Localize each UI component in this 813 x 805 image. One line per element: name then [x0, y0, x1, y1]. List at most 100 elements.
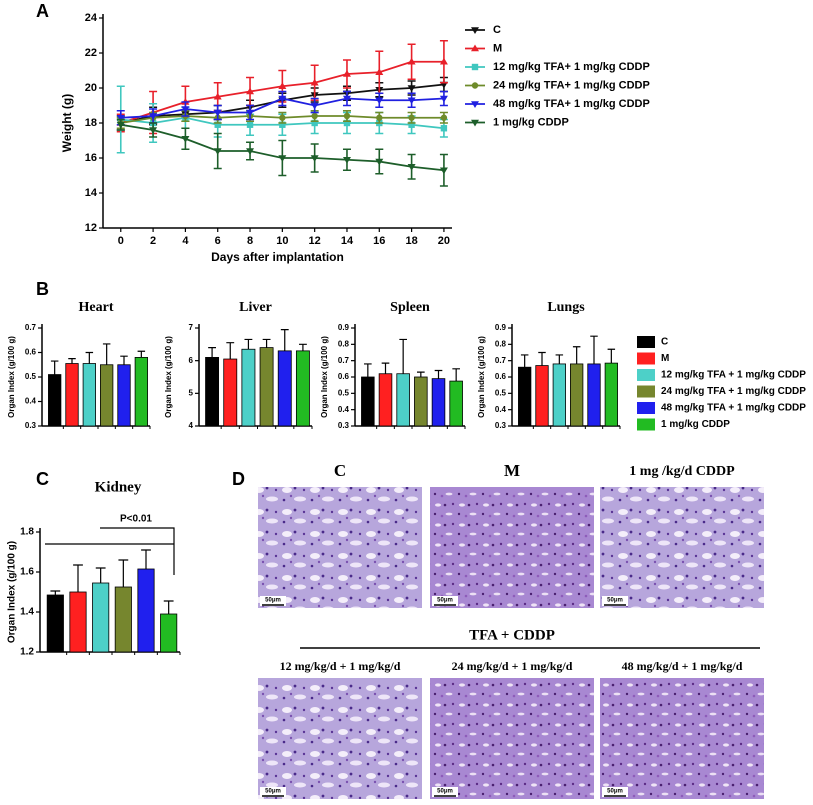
error-bar [141, 549, 151, 569]
marker [214, 121, 221, 128]
marker [407, 57, 416, 65]
image-title: 1 mg /kg/d CDDP [629, 464, 735, 479]
marker [439, 167, 448, 175]
legend-label: M [493, 42, 502, 54]
y-tick-label: 0.3 [25, 421, 37, 430]
error-bar [452, 368, 460, 382]
marker [471, 44, 479, 52]
bar [604, 362, 618, 427]
error-bar [102, 343, 111, 365]
error-bar [262, 338, 271, 348]
marker [310, 102, 319, 110]
legend-label: 1 mg/kg CDDP [661, 419, 730, 430]
error-bar [607, 348, 616, 364]
y-tick-label: 6 [189, 356, 194, 365]
y-axis-title: Organ Index (g/100 g) [320, 336, 329, 418]
error-bar [244, 338, 253, 350]
y-tick-label: 0.8 [338, 339, 350, 348]
histology-image [258, 487, 422, 608]
y-tick-label: 5 [189, 388, 194, 397]
x-tick-label: 14 [341, 235, 354, 247]
y-tick-label: 1.8 [20, 527, 34, 538]
scale-bar-box [260, 787, 286, 797]
marker [440, 125, 448, 132]
legend-label: C [493, 24, 501, 36]
marker [407, 97, 416, 105]
marker [279, 114, 286, 121]
bar [431, 378, 446, 427]
bracket-line [100, 527, 175, 575]
bar [378, 373, 393, 427]
y-tick-label: 1.2 [20, 647, 34, 658]
y-tick-label: 0.3 [338, 421, 350, 430]
x-tick-label: 10 [276, 235, 288, 247]
legend-swatch [637, 336, 655, 348]
marker [343, 119, 351, 127]
error-bar [85, 351, 94, 364]
y-tick-label: 20 [85, 82, 97, 94]
bar [552, 363, 566, 427]
chart-title: Spleen [390, 300, 430, 315]
marker [471, 119, 479, 127]
bar [535, 365, 549, 427]
error-bar [208, 347, 217, 358]
kidney-bracket [45, 527, 175, 575]
bar [137, 568, 155, 653]
bar [46, 594, 64, 653]
marker [213, 148, 222, 155]
bar [134, 356, 148, 427]
scale-label: 50μm [607, 789, 623, 795]
y-tick-label: 0.7 [338, 356, 350, 365]
marker [439, 95, 448, 103]
marker [213, 109, 222, 117]
scale-label: 50μm [437, 598, 453, 604]
marker [376, 114, 383, 121]
histology-image [430, 487, 594, 608]
bar [92, 582, 110, 653]
bar [414, 376, 428, 427]
marker [407, 85, 416, 92]
error-bar [399, 338, 407, 374]
error-bar [538, 351, 546, 366]
marker [440, 114, 448, 121]
error-bar [73, 564, 83, 592]
panel-label: A [36, 1, 49, 21]
marker [116, 114, 125, 122]
legend-label: 48 mg/kg TFA+ 1 mg/kg CDDP [493, 98, 650, 110]
legend-swatch [637, 352, 655, 365]
bar [449, 380, 463, 427]
error-bar [68, 358, 76, 364]
chart-title: Liver [239, 300, 272, 315]
bar [205, 356, 220, 427]
bar [223, 358, 238, 427]
x-tick-label: 20 [438, 235, 450, 247]
bar [82, 363, 96, 427]
marker [311, 119, 318, 127]
legend-label: 1 mg/kg CDDP [493, 116, 569, 128]
legend-swatch [637, 402, 655, 414]
bar [69, 591, 87, 653]
y-axis-title: Organ Index (g/100 g) [164, 336, 173, 418]
marker [342, 70, 351, 77]
bar [570, 363, 584, 427]
histology-image [430, 678, 594, 799]
marker [471, 63, 479, 71]
y-tick-label: 12 [85, 222, 97, 234]
histology-image [600, 678, 764, 799]
error-bar [226, 342, 235, 360]
legend-label: 12 mg/kg TFA + 1 mg/kg CDDP [661, 370, 806, 381]
y-tick-label: 4 [189, 421, 194, 430]
error-bar [95, 567, 106, 583]
error-bar [555, 354, 564, 364]
error-bar [137, 350, 146, 358]
error-bar [280, 329, 289, 351]
bar [65, 363, 79, 427]
y-tick-label: 1.6 [20, 567, 34, 578]
x-tick-label: 6 [215, 235, 221, 247]
marker [375, 97, 384, 105]
bar [361, 376, 375, 427]
marker [149, 127, 158, 134]
panel-label: C [36, 469, 49, 489]
marker [278, 95, 287, 103]
